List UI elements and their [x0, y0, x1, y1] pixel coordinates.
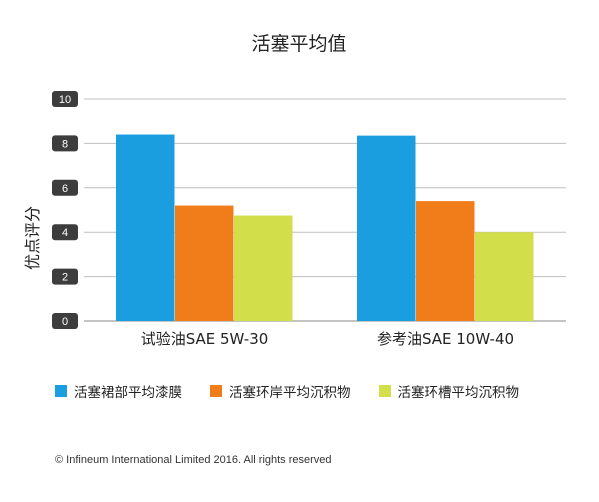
x-tick-label: 试验油SAE 5W-30 — [141, 330, 269, 348]
y-tick-badge — [52, 179, 78, 196]
y-tick-badge — [52, 224, 78, 241]
bar — [234, 215, 293, 321]
chart: 活塞平均值 优点评分 0 2 4 6 8 10 试验油SAE 5W-30 参考油SAE 10… — [23, 33, 566, 348]
y-tick-badge — [52, 313, 78, 329]
bar — [357, 135, 416, 321]
legend-item: 活塞环岸平均沉积物 — [210, 381, 351, 401]
chart-title: 活塞平均值 — [251, 33, 346, 55]
y-tick-label: 6 — [62, 183, 68, 195]
legend-swatch — [55, 385, 67, 397]
x-tick-labels: 试验油SAE 5W-30 参考油SAE 10W-40 — [141, 330, 514, 348]
legend-swatch — [210, 385, 222, 397]
y-tick-label: 8 — [62, 138, 68, 150]
legend-item: 活塞环槽平均沉积物 — [378, 381, 520, 401]
bars — [116, 134, 534, 321]
legend: 活塞裙部平均漆膜 活塞环岸平均沉积物 活塞环槽平均沉积物 — [55, 381, 519, 401]
legend-label: 活塞裙部平均漆膜 — [74, 385, 182, 401]
y-axis-label: 优点评分 — [23, 206, 42, 270]
y-tick-label: 0 — [62, 316, 68, 328]
y-ticks: 0 2 4 6 8 10 — [52, 91, 78, 329]
bar — [175, 205, 234, 321]
y-tick-label: 4 — [62, 227, 68, 239]
copyright-notice: © Infineum International Limited 2016. A… — [55, 454, 332, 466]
y-tick-badge — [52, 135, 78, 152]
bar — [475, 232, 534, 321]
legend-label: 活塞环槽平均沉积物 — [397, 385, 520, 401]
legend-item: 活塞裙部平均漆膜 — [55, 381, 182, 401]
y-tick-label: 2 — [62, 272, 68, 284]
y-tick-badge — [52, 91, 78, 107]
bar — [416, 201, 475, 321]
legend-label: 活塞环岸平均沉积物 — [229, 385, 351, 401]
y-tick-label: 10 — [59, 94, 71, 106]
legend-swatch — [378, 385, 391, 397]
bar — [116, 134, 175, 321]
y-tick-badge — [52, 268, 78, 285]
x-tick-label: 参考油SAE 10W-40 — [377, 330, 514, 348]
